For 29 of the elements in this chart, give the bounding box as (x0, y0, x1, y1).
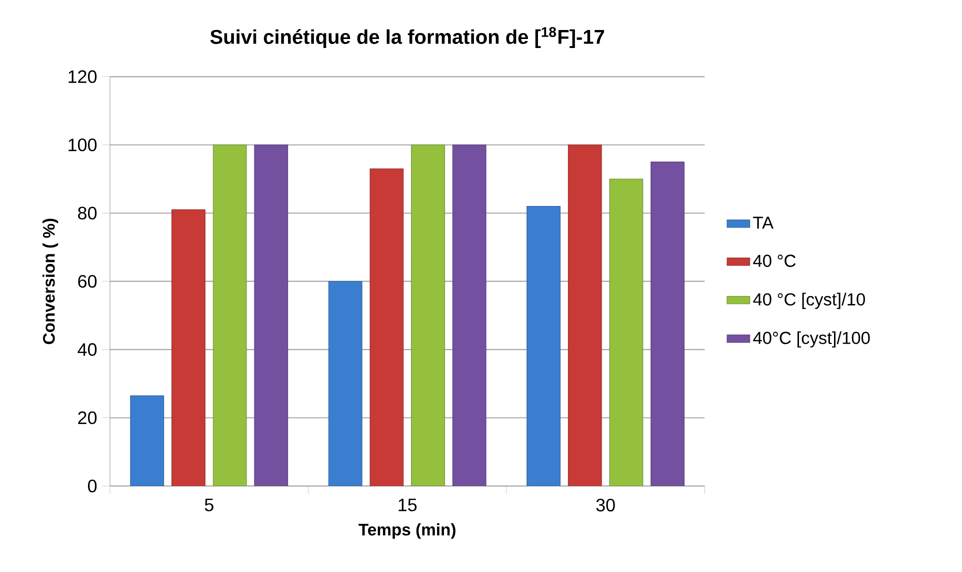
bar (650, 162, 684, 486)
y-tick-label: 80 (78, 206, 97, 220)
legend-label: 40°C [cyst]/100 (753, 331, 870, 348)
y-tick-label: 40 (78, 343, 97, 356)
x-tick-label: 5 (204, 498, 214, 512)
bar (212, 144, 247, 486)
legend-label: 40 °C (753, 254, 796, 267)
bar (172, 209, 206, 486)
y-tick-label: 20 (78, 411, 97, 424)
legend-label: 40 °C [cyst]/10 (753, 292, 865, 309)
bar (411, 144, 445, 486)
x-tick-label: 30 (596, 498, 615, 512)
bar (609, 178, 644, 486)
chart-title: Suivi cinétique de la formation de [$^{18}$F]-17 (210, 27, 604, 48)
bar (526, 206, 560, 486)
x-tick-label: 15 (398, 498, 417, 512)
bar (452, 144, 486, 486)
bar (130, 395, 164, 486)
bar (328, 281, 362, 486)
bar (370, 168, 404, 486)
y-tick-label: 120 (68, 70, 97, 84)
legend-label: TA (753, 216, 774, 229)
y-tick-label: 100 (68, 138, 97, 152)
bar (254, 144, 288, 486)
y-axis-title: Conversion ( %) (42, 218, 58, 344)
y-tick-label: 0 (88, 480, 97, 492)
bar (568, 144, 602, 486)
x-axis-title: Temps (min) (358, 523, 456, 539)
y-tick-label: 60 (78, 274, 97, 288)
